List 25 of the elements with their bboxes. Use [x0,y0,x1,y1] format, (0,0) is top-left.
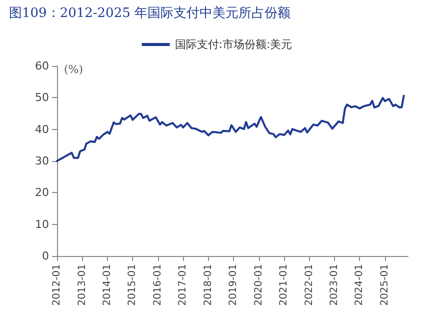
y-tick-label: 30 [35,154,49,168]
x-tick-label: 2023-01 [328,264,340,306]
y-tick-label: 40 [35,122,49,136]
x-tick-label: 2015-01 [127,264,138,306]
x-tick-label: 2021-01 [278,264,290,306]
y-tick-label: 60 [35,60,49,72]
y-tick-label: 0 [42,250,49,262]
legend-label: 国际支付:市场份额:美元 [174,38,292,51]
x-tick-label: 2016-01 [152,264,164,306]
x-tick-label: 2018-01 [202,264,214,306]
y-tick-label: 20 [35,186,49,200]
y-tick-label: 10 [35,218,49,231]
x-tick-label: 2022-01 [304,264,315,306]
chart-title: 图109：2012-2025 年国际支付中美元所占份额 [9,5,291,21]
annotation: (%) [64,63,84,76]
x-tick-label: 2014-01 [102,264,113,306]
x-tick-label: 2025-01 [379,264,390,306]
x-tick-label: 2024-01 [354,264,366,306]
x-tick-label: 2019-01 [228,264,240,306]
x-tick-label: 2020-01 [253,264,264,306]
x-tick-label: 2013-01 [76,264,88,306]
y-tick-label: 50 [35,91,49,104]
x-tick-label: 2017-01 [178,264,189,306]
x-tick-label: 2012-01 [52,264,62,306]
line-series [56,94,405,162]
